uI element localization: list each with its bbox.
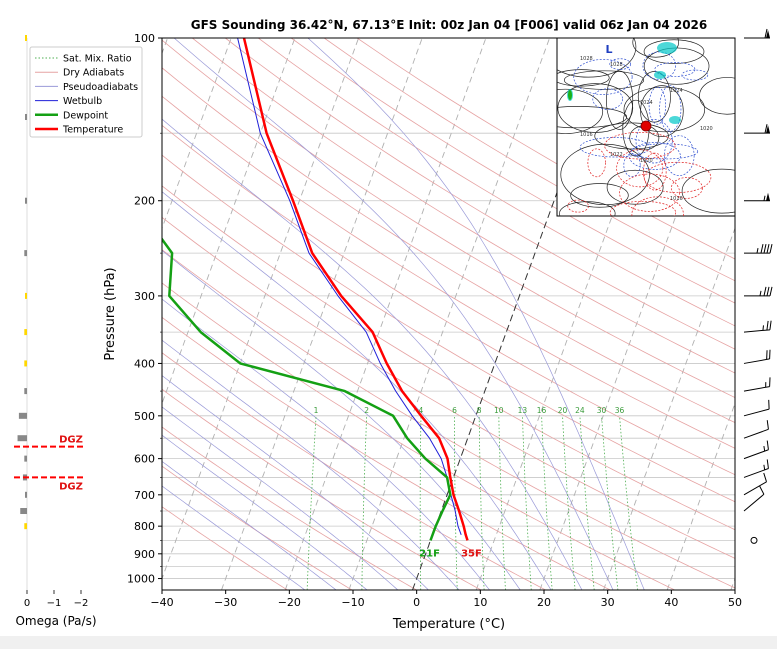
y-tick-label-400: 400	[134, 357, 155, 370]
legend-label-3: Wetbulb	[63, 96, 102, 107]
omega-tick-label-2: −2	[74, 598, 89, 609]
y-tick-label-800: 800	[134, 520, 155, 533]
x-tick-label-10: 10	[473, 596, 487, 609]
legend: Sat. Mix. Ratio Dry Adiabats Pseudoadiabat…	[30, 47, 142, 137]
x-tick-label-50: 50	[728, 596, 742, 609]
legend-label-2: Pseudoadiabats	[63, 82, 138, 93]
y-tick-label-500: 500	[134, 410, 155, 423]
map-location-marker	[641, 121, 651, 131]
omega-tick-label-0: 0	[24, 598, 30, 609]
map-isobar-label-6: 1022	[610, 152, 623, 158]
mix-ratio-label-1: 1	[314, 406, 319, 415]
mix-ratio-label-10: 10	[494, 406, 504, 415]
y-tick-label-200: 200	[134, 195, 155, 208]
omega-bar-600	[24, 456, 27, 462]
x-tick-label--40: −40	[150, 596, 173, 609]
dgz-label-0: DGZ	[59, 435, 83, 446]
dgz-label-1: DGZ	[59, 481, 83, 492]
mix-ratio-label-24: 24	[575, 406, 585, 415]
x-tick-label-30: 30	[601, 596, 615, 609]
legend-label-4: Dewpoint	[63, 110, 108, 121]
map-precip-0	[657, 42, 677, 54]
mix-ratio-label-13: 13	[518, 406, 528, 415]
map-precip-2	[654, 71, 666, 79]
y-tick-label-100: 100	[134, 32, 155, 45]
mix-ratio-label-2: 2	[364, 406, 369, 415]
y-tick-label-300: 300	[134, 290, 155, 303]
mix-ratio-label-8: 8	[477, 406, 482, 415]
mix-ratio-label-16: 16	[537, 406, 547, 415]
omega-tick-label-1: −1	[47, 598, 62, 609]
omega-bar-100	[25, 35, 27, 41]
barb-half	[763, 325, 764, 330]
legend-label-0: Sat. Mix. Ratio	[63, 54, 132, 65]
y-axis-label: Pressure (hPa)	[103, 267, 118, 360]
omega-bar-550	[18, 435, 27, 441]
mix-ratio-label-36: 36	[615, 406, 625, 415]
mix-ratio-label-4: 4	[419, 406, 424, 415]
map-isobar-label-1: 1028	[610, 62, 623, 68]
map-isobar-label-8: 1016	[670, 196, 683, 202]
y-tick-label-900: 900	[134, 548, 155, 561]
chart-title: GFS Sounding 36.42°N, 67.13°E Init: 00z …	[191, 18, 708, 32]
map-isobar-label-2: 1024	[640, 100, 653, 106]
omega-bar-300	[25, 293, 27, 299]
mix-ratio-label-30: 30	[597, 406, 607, 415]
map-isobar-label-7: 1020	[640, 158, 653, 164]
omega-bar-350	[24, 329, 27, 335]
y-tick-label-600: 600	[134, 453, 155, 466]
x-tick-label--10: −10	[341, 596, 364, 609]
x-tick-label--30: −30	[214, 596, 237, 609]
omega-axis-label: Omega (Pa/s)	[15, 614, 96, 628]
map-precip-green	[568, 90, 572, 100]
x-tick-label-0: 0	[413, 596, 420, 609]
omega-bar-750	[20, 508, 27, 514]
omega-bar-250	[24, 250, 27, 256]
surface-dewpoint-label: 21F	[419, 548, 440, 559]
omega-bar-500	[19, 413, 27, 419]
surface-temp-label: 35F	[461, 548, 482, 559]
map-precip-3	[669, 116, 681, 124]
legend-label-1: Dry Adiabats	[63, 68, 124, 79]
omega-bar-140	[25, 114, 27, 120]
x-tick-label-20: 20	[537, 596, 551, 609]
mix-ratio-label-6: 6	[452, 406, 457, 415]
x-axis-label: Temperature (°C)	[392, 617, 505, 632]
omega-bar-400	[24, 360, 27, 366]
x-tick-label--20: −20	[278, 596, 301, 609]
omega-bar-200	[25, 198, 27, 204]
inset-map: 1028 1028 1024 1024 1020 1016 1022 1020 1016 L	[528, 17, 762, 232]
omega-bar-450	[24, 388, 27, 394]
map-isobar-label-4: 1020	[700, 126, 713, 132]
map-isobar-label-3: 1024	[670, 88, 683, 94]
omega-bar-800	[24, 523, 27, 529]
map-low-label: L	[605, 43, 612, 56]
y-tick-label-1000: 1000	[127, 573, 155, 586]
y-tick-label-700: 700	[134, 489, 155, 502]
legend-label-5: Temperature	[62, 125, 123, 136]
x-tick-label-40: 40	[664, 596, 678, 609]
map-isobar-label-5: 1016	[580, 132, 593, 138]
mix-ratio-label-20: 20	[558, 406, 568, 415]
map-isobar-label-0: 1028	[580, 56, 593, 62]
omega-bar-700	[25, 492, 27, 498]
